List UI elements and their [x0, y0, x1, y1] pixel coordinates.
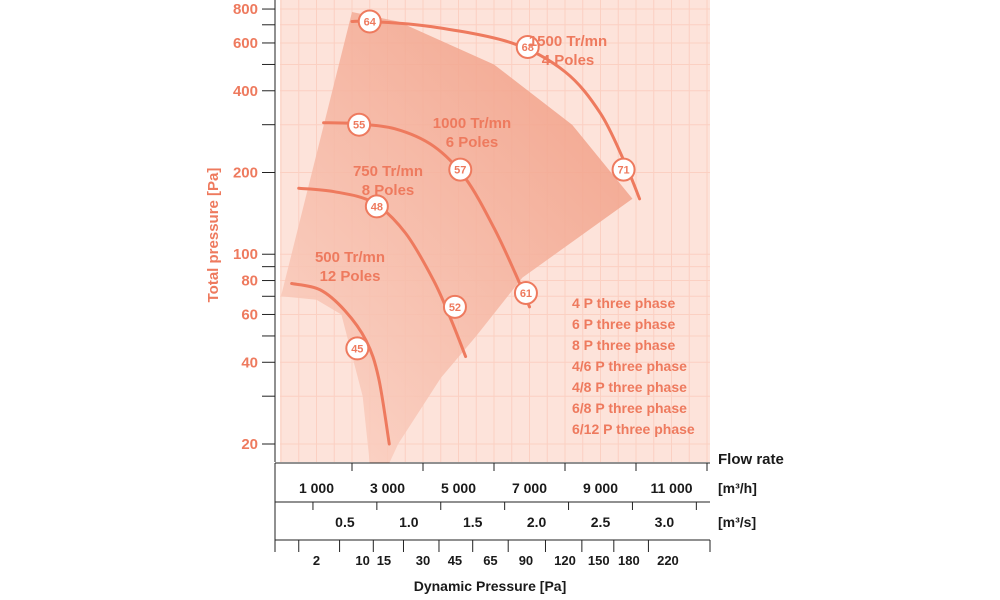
y-tick-label: 40 — [241, 354, 258, 371]
y-axis: 20 40 60 80 100 200 400 600 800 Total pressure [… — [205, 0, 276, 462]
marker-label: 57 — [454, 165, 466, 177]
efficiency-marker: 52 — [442, 294, 467, 319]
y-tick-label: 80 — [241, 273, 258, 290]
efficiency-marker: 55 — [347, 112, 372, 137]
x-tick-label-m3s: 2.0 — [527, 514, 547, 530]
y-tick-label: 400 — [233, 83, 258, 100]
efficiency-markers: 64 68 71 55 57 61 48 52 45 — [345, 9, 636, 361]
y-axis-title: Total pressure [Pa] — [205, 168, 222, 303]
x-tick-label-m3h: 9 000 — [583, 480, 618, 496]
legend-item: 6/8 P three phase — [572, 400, 687, 416]
legend-item: 4 P three phase — [572, 295, 675, 311]
marker-label: 52 — [449, 302, 461, 314]
marker-label: 45 — [351, 343, 363, 355]
efficiency-marker: 71 — [611, 157, 636, 182]
flow-rate-title: Flow rate — [718, 451, 784, 468]
marker-circle — [448, 157, 473, 182]
curve-label-text: 6 Poles — [446, 134, 499, 151]
x-tick-label-dynamic: 45 — [448, 553, 462, 568]
marker-label: 71 — [617, 165, 629, 177]
x-tick-label-m3h: 5 000 — [441, 480, 476, 496]
curve-label-text: 4 Poles — [542, 52, 595, 69]
y-tick-label: 60 — [241, 306, 258, 323]
x-tick-label-m3s: 1.0 — [399, 514, 419, 530]
y-tick-label: 600 — [233, 35, 258, 52]
curve-label-text: 8 Poles — [362, 182, 415, 199]
curve-labels: 1500 Tr/mn 4 Poles 1000 Tr/mn 6 Poles 750 Tr… — [315, 33, 607, 285]
efficiency-marker: 68 — [515, 34, 540, 59]
x-tick-label-m3s: 3.0 — [655, 514, 675, 530]
x-tick-label-m3s: 1.5 — [463, 514, 483, 530]
efficiency-marker: 57 — [448, 157, 473, 182]
x-tick-label-dynamic: 2 — [313, 553, 320, 568]
x-tick-label-dynamic: 30 — [416, 553, 430, 568]
legend-item: 4/6 P three phase — [572, 358, 687, 374]
x-tick-label-dynamic: 10 — [355, 553, 369, 568]
marker-label: 61 — [520, 288, 532, 300]
efficiency-marker: 45 — [345, 336, 370, 361]
x-axes: Flow rate [m³/h] [m³/s] Dynamic Pressure… — [274, 451, 784, 594]
efficiency-marker: 48 — [364, 194, 389, 219]
marker-label: 68 — [522, 42, 534, 54]
x-tick-label-dynamic: 90 — [519, 553, 533, 568]
curve-label-text: 750 Tr/mn — [353, 163, 423, 180]
legend-item: 4/8 P three phase — [572, 379, 687, 395]
marker-circle — [513, 280, 538, 305]
x-tick-label-m3s: 0.5 — [335, 514, 355, 530]
m3h-unit: [m³/h] — [718, 480, 757, 496]
x-tick-label-dynamic: 120 — [554, 553, 576, 568]
x-tick-label-dynamic: 220 — [657, 553, 679, 568]
marker-circle — [347, 112, 372, 137]
marker-circle — [357, 9, 382, 34]
marker-label: 48 — [371, 201, 383, 213]
x-tick-label-m3h: 3 000 — [370, 480, 405, 496]
x-tick-label-dynamic: 150 — [588, 553, 610, 568]
y-tick-label: 200 — [233, 165, 258, 182]
x-tick-label-dynamic: 180 — [618, 553, 640, 568]
marker-circle — [611, 157, 636, 182]
marker-circle — [364, 194, 389, 219]
legend-item: 8 P three phase — [572, 337, 675, 353]
efficiency-marker: 61 — [513, 280, 538, 305]
x-tick-label-dynamic: 15 — [377, 553, 391, 568]
curve-label-text: 12 Poles — [320, 268, 381, 285]
curve-label-text: 1500 Tr/mn — [529, 33, 607, 50]
x-tick-label-m3s: 2.5 — [591, 514, 611, 530]
legend-item: 6/12 P three phase — [572, 421, 695, 437]
marker-label: 64 — [364, 16, 377, 28]
x-tick-label-m3h: 1 000 — [299, 480, 334, 496]
dynamic-pressure-title: Dynamic Pressure [Pa] — [414, 578, 567, 594]
curve-500-tr-mn — [290, 282, 391, 446]
marker-label: 55 — [353, 120, 365, 132]
marker-circle — [515, 34, 540, 59]
legend-item: 6 P three phase — [572, 316, 675, 332]
x-tick-label-dynamic: 65 — [483, 553, 497, 568]
curve-label-text: 1000 Tr/mn — [433, 115, 511, 132]
y-tick-label: 100 — [233, 246, 258, 263]
x-tick-label-m3h: 11 000 — [650, 480, 692, 496]
legend: 4 P three phase 6 P three phase 8 P three … — [572, 295, 695, 437]
m3s-unit: [m³/s] — [718, 514, 756, 530]
marker-circle — [345, 336, 370, 361]
curve-label-text: 500 Tr/mn — [315, 249, 385, 266]
y-tick-label: 800 — [233, 1, 258, 18]
y-tick-label: 20 — [241, 436, 258, 453]
efficiency-marker: 64 — [357, 9, 382, 34]
x-tick-label-m3h: 7 000 — [512, 480, 547, 496]
curve-750-tr-mn — [297, 186, 468, 359]
marker-circle — [442, 294, 467, 319]
